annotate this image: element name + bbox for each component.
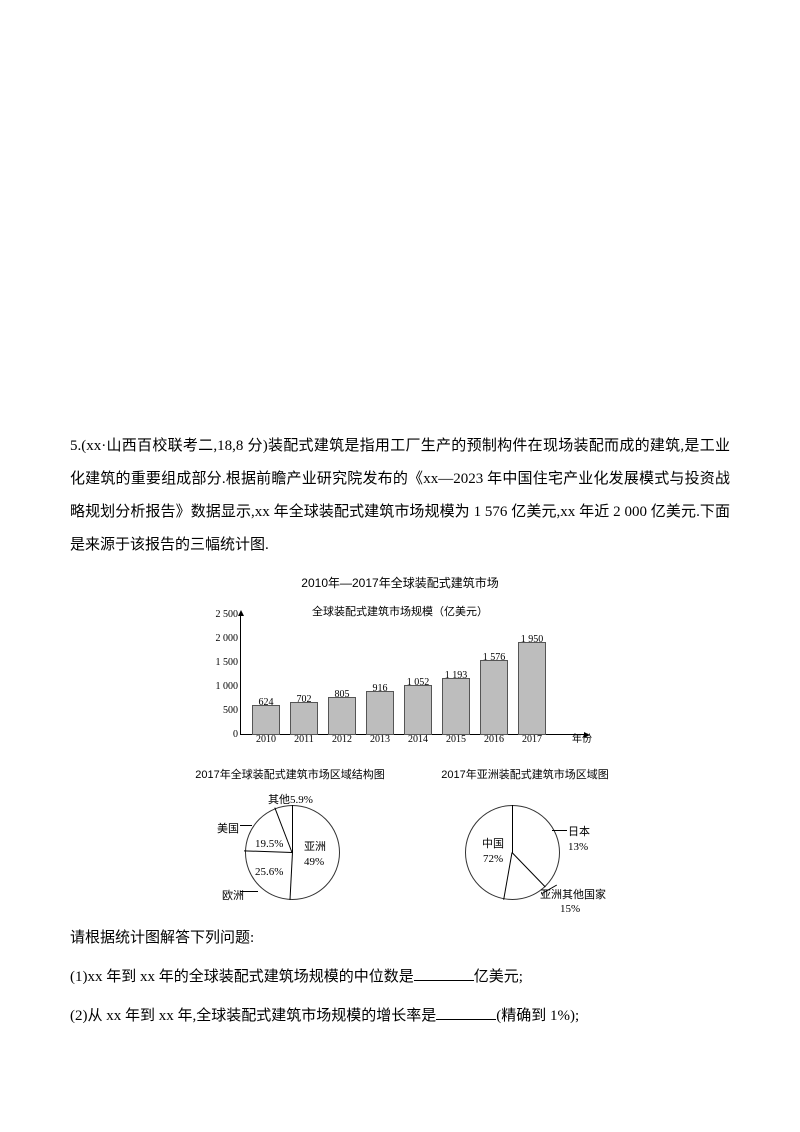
y-tick: 0 xyxy=(233,724,238,746)
pie-label-europe: 欧洲 xyxy=(222,884,244,908)
y-tick: 500 xyxy=(223,700,238,722)
bar-2015: 1 193 xyxy=(442,678,470,735)
pie-label-china-pct: 72% xyxy=(483,847,503,871)
bar-2017: 1 950 xyxy=(518,642,546,736)
x-tick: 2015 xyxy=(442,729,470,751)
y-tick: 1 000 xyxy=(216,676,239,698)
y-tick: 1 500 xyxy=(216,652,239,674)
x-tick: 2013 xyxy=(366,729,394,751)
pie-global: 其他5.9% 美国 19.5% 亚洲 49% 25.6% 欧洲 xyxy=(190,790,390,910)
pie-label-usa: 美国 xyxy=(217,817,239,841)
bar-chart: 全球装配式建筑市场规模（亿美元） 0 500 1 0001 5002 0002 50… xyxy=(210,600,590,755)
pie-label-usa-pct: 19.5% xyxy=(255,832,283,856)
charts-container: 2010年—2017年全球装配式建筑市场 全球装配式建筑市场规模（亿美元） 05… xyxy=(70,570,730,910)
pie-charts-row: 2017年全球装配式建筑市场区域结构图 其他5.9% 美国 19.5% 亚洲 4… xyxy=(190,763,610,909)
blank-2 xyxy=(436,1005,496,1020)
problem-text: 5.(xx·山西百校联考二,18,8 分)装配式建筑是指用工厂生产的预制构件在现… xyxy=(70,430,730,562)
x-axis-label: 年份 xyxy=(572,729,592,751)
pie-label-other: 其他5.9% xyxy=(268,788,313,812)
x-tick: 2011 xyxy=(290,729,318,751)
y-tick: 2 500 xyxy=(216,604,239,626)
blank-1 xyxy=(414,966,474,981)
question-1: (1)xx 年到 xx 年的全球装配式建筑场规模的中位数是亿美元; xyxy=(70,961,730,994)
problem-intro: 装配式建筑是指用工厂生产的预制构件在现场装配而成的建筑,是工业化建筑的重要组成部… xyxy=(70,438,730,553)
pie-asia: 中国 72% 日本 13% 亚洲其他国家 15% xyxy=(440,790,610,910)
bar-2014: 1 052 xyxy=(404,685,432,735)
x-tick: 2016 xyxy=(480,729,508,751)
problem-source: (xx·山西百校联考二,18,8 分) xyxy=(81,438,267,454)
questions: 请根据统计图解答下列问题: (1)xx 年到 xx 年的全球装配式建筑场规模的中… xyxy=(70,922,730,1033)
question-2: (2)从 xx 年到 xx 年,全球装配式建筑市场规模的增长率是(精确到 1%)… xyxy=(70,1000,730,1033)
pie-label-europe-pct: 25.6% xyxy=(255,860,283,884)
x-tick: 2017 xyxy=(518,729,546,751)
pie-label-asia-pct: 49% xyxy=(304,850,324,874)
y-axis xyxy=(240,615,241,735)
y-tick: 2 000 xyxy=(216,628,239,650)
x-tick: 2010 xyxy=(252,729,280,751)
x-tick: 2012 xyxy=(328,729,356,751)
x-tick: 2014 xyxy=(404,729,432,751)
bar-2016: 1 576 xyxy=(480,660,508,736)
pie-asia-title: 2017年亚洲装配式建筑市场区域图 xyxy=(441,763,608,787)
pie-label-asia-other-pct: 15% xyxy=(560,897,580,921)
questions-intro: 请根据统计图解答下列问题: xyxy=(70,922,730,955)
bar-axis-title: 全球装配式建筑市场规模（亿美元） xyxy=(312,600,488,624)
bar-chart-title: 2010年—2017年全球装配式建筑市场 xyxy=(301,570,498,596)
pie-label-japan-pct: 13% xyxy=(568,835,588,859)
pie-global-title: 2017年全球装配式建筑市场区域结构图 xyxy=(195,763,384,787)
problem-number: 5. xyxy=(70,438,81,454)
